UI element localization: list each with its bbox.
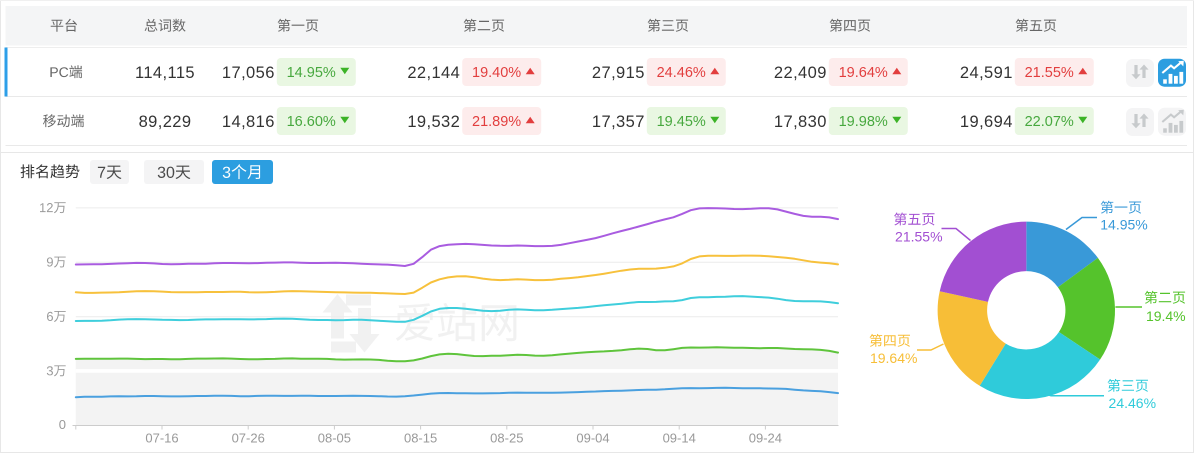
svg-text:16.60%: 16.60% xyxy=(287,114,336,130)
svg-text:14.95%: 14.95% xyxy=(287,65,336,81)
svg-text:07-26: 07-26 xyxy=(232,431,265,446)
svg-text:0: 0 xyxy=(59,417,66,432)
svg-text:21.55%: 21.55% xyxy=(895,229,942,245)
svg-text:09-24: 09-24 xyxy=(749,431,782,446)
svg-text:89,229: 89,229 xyxy=(139,113,192,131)
svg-text:17,056: 17,056 xyxy=(222,64,275,82)
svg-text:24.46%: 24.46% xyxy=(1109,395,1156,411)
svg-text:14.95%: 14.95% xyxy=(1100,217,1147,233)
svg-text:09-04: 09-04 xyxy=(576,431,609,446)
svg-text:17,830: 17,830 xyxy=(774,113,827,131)
svg-text:22.07%: 22.07% xyxy=(1025,114,1074,130)
svg-text:08-15: 08-15 xyxy=(404,431,437,446)
svg-text:19.98%: 19.98% xyxy=(839,114,888,130)
svg-text:24.46%: 24.46% xyxy=(657,65,706,81)
svg-text:22,409: 22,409 xyxy=(774,64,827,82)
svg-text:21.89%: 21.89% xyxy=(472,114,521,130)
svg-text:22,144: 22,144 xyxy=(407,64,460,82)
svg-text:21.55%: 21.55% xyxy=(1025,65,1074,81)
svg-text:08-25: 08-25 xyxy=(490,431,523,446)
svg-text:27,915: 27,915 xyxy=(592,64,645,82)
svg-text:17,357: 17,357 xyxy=(592,113,645,131)
svg-text:19.4%: 19.4% xyxy=(1146,308,1186,324)
svg-text:24,591: 24,591 xyxy=(960,64,1013,82)
svg-text:07-16: 07-16 xyxy=(145,431,178,446)
svg-text:08-05: 08-05 xyxy=(318,431,351,446)
svg-text:19.45%: 19.45% xyxy=(657,114,706,130)
svg-text:09-14: 09-14 xyxy=(663,431,696,446)
svg-text:19.64%: 19.64% xyxy=(839,65,888,81)
svg-text:19.40%: 19.40% xyxy=(472,65,521,81)
svg-text:114,115: 114,115 xyxy=(135,64,195,82)
svg-text:19,694: 19,694 xyxy=(960,113,1013,131)
svg-text:19,532: 19,532 xyxy=(407,113,460,131)
svg-text:14,816: 14,816 xyxy=(222,113,275,131)
svg-text:19.64%: 19.64% xyxy=(870,350,917,366)
